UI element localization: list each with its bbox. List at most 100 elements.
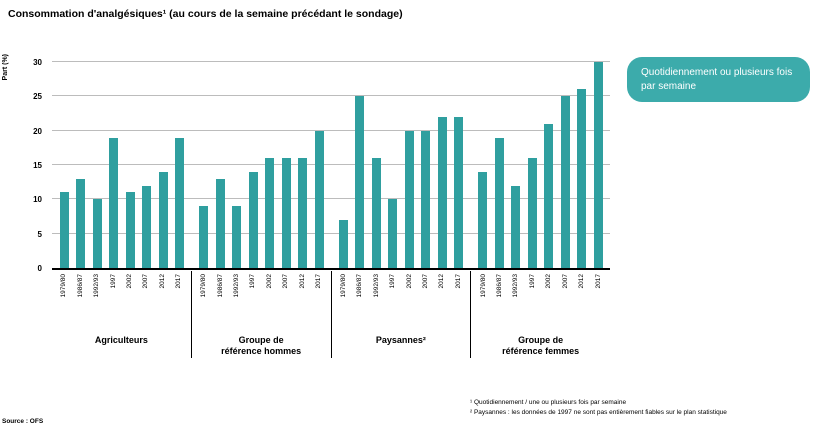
year-label: 1986/87 <box>356 274 364 298</box>
x-axis-labels: 1979/80 1986/87 1992/93 1997 2002 2007 2012 201… <box>52 271 610 358</box>
x-label-group: 1979/80 1986/87 1992/93 1997 2002 2007 2012 201… <box>471 271 610 358</box>
x-label-group: 1979/80 1986/87 1992/93 1997 2002 2007 2012 201… <box>192 271 332 358</box>
gridline <box>52 61 610 62</box>
year-label: 2012 <box>298 274 306 289</box>
y-tick-label: 25 <box>33 92 42 102</box>
group-label: Groupe de référence hommes <box>221 335 302 357</box>
bar <box>494 137 504 268</box>
year-label: 1979/80 <box>200 274 208 298</box>
y-axis-title: Part (%) <box>2 54 9 81</box>
footnote-2: ² Paysannes : les données de 1997 ne son… <box>470 409 727 417</box>
group-label: Paysannes² <box>375 335 426 345</box>
year-label: 1986/87 <box>76 274 84 298</box>
year-label: 1992/93 <box>93 274 101 298</box>
year-labels: 1979/80 1986/87 1992/93 1997 2002 2007 2012 201… <box>52 274 191 326</box>
year-label: 1992/93 <box>232 274 240 298</box>
year-label: 1986/87 <box>496 274 504 298</box>
bar <box>454 116 463 268</box>
bar <box>76 178 85 268</box>
y-tick-label: 30 <box>33 58 42 67</box>
year-label: 1979/80 <box>60 274 68 298</box>
plot-area <box>52 61 610 270</box>
year-label: 2017 <box>315 274 322 289</box>
bar <box>142 185 151 268</box>
bar-group <box>52 62 192 268</box>
bar <box>478 171 487 268</box>
year-label: 2012 <box>158 274 166 289</box>
year-labels: 1979/80 1986/87 1992/93 1997 2002 2007 2012 201… <box>192 274 331 326</box>
y-tick-label: 20 <box>33 126 42 136</box>
year-label: 2007 <box>421 274 429 289</box>
bar <box>404 130 414 268</box>
bar <box>215 178 225 268</box>
y-tick-label: 15 <box>33 161 42 170</box>
bar <box>338 219 348 268</box>
gridline <box>52 198 610 200</box>
year-label: 2007 <box>282 274 290 289</box>
x-label-group: 1979/80 1986/87 1992/93 1997 2002 2007 2012 201… <box>332 271 472 358</box>
year-label: 1986/87 <box>216 274 224 298</box>
group-label: Agriculteurs <box>94 335 148 345</box>
gridline <box>52 129 610 131</box>
bar <box>527 158 537 268</box>
bar <box>265 158 274 268</box>
bar <box>281 158 291 268</box>
gridline <box>52 232 610 234</box>
bar <box>437 116 447 268</box>
footnote-1: ¹ Quotidiennement / une ou plusieurs foi… <box>470 399 627 406</box>
bar <box>560 96 570 268</box>
bar <box>232 206 241 268</box>
year-label: 2017 <box>454 274 462 289</box>
bar <box>92 199 102 268</box>
bar-groups <box>52 62 610 268</box>
y-tick-label: 5 <box>37 229 42 239</box>
year-label: 1997 <box>528 274 536 289</box>
year-labels: 1979/80 1986/87 1992/93 1997 2002 2007 2012 201… <box>471 274 610 326</box>
bar <box>109 137 118 268</box>
year-label: 1979/80 <box>479 274 487 298</box>
bar-group <box>331 62 471 268</box>
bar-group <box>471 62 611 268</box>
gridline <box>52 95 610 97</box>
bar <box>158 171 168 268</box>
year-label: 2017 <box>594 274 602 289</box>
bar <box>421 130 430 268</box>
x-label-group: 1979/80 1986/87 1992/93 1997 2002 2007 2012 201… <box>52 271 192 358</box>
year-label: 2002 <box>126 274 134 289</box>
bar <box>199 206 208 268</box>
bar <box>388 199 397 268</box>
y-tick-label: 0 <box>37 264 42 273</box>
year-label: 1997 <box>389 274 397 289</box>
y-axis: 0 5 10 15 20 25 30 <box>18 58 46 273</box>
year-label: 2012 <box>438 274 446 289</box>
bar <box>577 89 586 268</box>
bar <box>371 158 381 268</box>
bar <box>314 130 324 268</box>
footnotes: ¹ Quotidiennement / une ou plusieurs foi… <box>470 398 727 419</box>
bar <box>593 62 603 268</box>
group-label: Groupe de référence femmes <box>502 335 580 357</box>
year-label: 2002 <box>405 274 413 289</box>
y-tick-label: 10 <box>33 195 42 205</box>
source-label: Source : OFS <box>2 418 44 425</box>
year-label: 1979/80 <box>339 274 347 298</box>
year-labels: 1979/80 1986/87 1992/93 1997 2002 2007 2012 201… <box>332 274 471 326</box>
gridline <box>52 164 610 165</box>
year-label: 1992/93 <box>372 274 380 298</box>
bar <box>125 192 135 268</box>
bar-group <box>192 62 332 268</box>
year-label: 2007 <box>561 274 569 289</box>
bar <box>511 185 520 268</box>
bar <box>544 123 553 268</box>
year-label: 1997 <box>109 274 117 289</box>
year-label: 2012 <box>578 274 586 289</box>
bar <box>59 192 69 268</box>
chart-title: Consommation d'analgésiques¹ (au cours d… <box>8 8 403 20</box>
year-label: 2002 <box>545 274 553 289</box>
year-label: 1992/93 <box>512 274 520 298</box>
year-label: 2017 <box>175 274 183 289</box>
legend-badge: Quotidiennement ou plusieurs fois par se… <box>627 57 810 102</box>
bar <box>248 171 258 268</box>
year-label: 1997 <box>249 274 257 289</box>
